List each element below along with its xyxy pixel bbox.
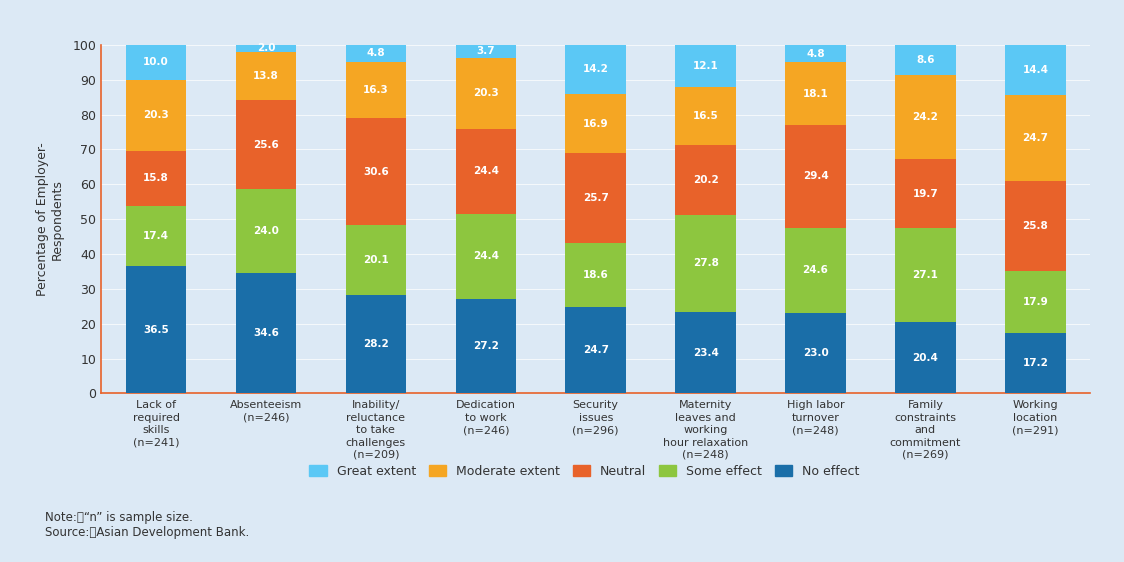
Bar xyxy=(1005,271,1066,333)
Text: 4.8: 4.8 xyxy=(806,49,825,58)
Text: 24.0: 24.0 xyxy=(253,226,279,236)
Bar xyxy=(126,80,187,151)
Text: 30.6: 30.6 xyxy=(363,167,389,177)
Text: 18.1: 18.1 xyxy=(803,89,828,98)
Bar xyxy=(786,313,845,393)
Bar xyxy=(676,45,736,87)
Text: 14.2: 14.2 xyxy=(582,65,609,74)
Bar xyxy=(895,228,955,323)
Text: 28.2: 28.2 xyxy=(363,339,389,349)
Bar xyxy=(895,45,955,75)
Text: 36.5: 36.5 xyxy=(143,325,169,335)
Text: 24.2: 24.2 xyxy=(913,112,939,122)
Text: 16.9: 16.9 xyxy=(583,119,608,129)
Text: 24.6: 24.6 xyxy=(803,265,828,275)
Bar xyxy=(126,266,187,393)
Bar xyxy=(455,214,516,298)
Bar xyxy=(455,45,516,58)
Bar xyxy=(565,94,626,153)
Bar xyxy=(786,46,845,62)
Bar xyxy=(346,295,406,393)
Text: 16.3: 16.3 xyxy=(363,85,389,95)
Text: 29.4: 29.4 xyxy=(803,171,828,182)
Bar xyxy=(455,58,516,129)
Text: 18.6: 18.6 xyxy=(583,270,608,280)
Bar xyxy=(676,87,736,144)
Legend: Great extent, Moderate extent, Neutral, Some effect, No effect: Great extent, Moderate extent, Neutral, … xyxy=(305,460,864,483)
Bar xyxy=(565,44,626,94)
Bar xyxy=(236,189,297,273)
Text: 8.6: 8.6 xyxy=(916,55,935,65)
Text: 20.4: 20.4 xyxy=(913,353,939,363)
Bar xyxy=(565,153,626,243)
Text: 20.2: 20.2 xyxy=(692,175,718,185)
Text: 19.7: 19.7 xyxy=(913,189,939,198)
Text: 10.0: 10.0 xyxy=(143,57,169,67)
Bar xyxy=(236,52,297,100)
Bar xyxy=(236,100,297,189)
Bar xyxy=(676,144,736,215)
Bar xyxy=(786,228,845,313)
Bar xyxy=(346,62,406,119)
Bar xyxy=(565,307,626,393)
Text: 13.8: 13.8 xyxy=(253,71,279,81)
Text: 17.2: 17.2 xyxy=(1023,359,1049,369)
Bar xyxy=(895,75,955,159)
Bar xyxy=(1005,95,1066,181)
Bar xyxy=(126,45,187,80)
Text: 24.7: 24.7 xyxy=(1023,133,1049,143)
Bar xyxy=(1005,45,1066,95)
Text: 27.1: 27.1 xyxy=(913,270,939,280)
Bar xyxy=(346,45,406,62)
Bar xyxy=(676,215,736,312)
Y-axis label: Percentage of Employer-
Respondents: Percentage of Employer- Respondents xyxy=(36,142,64,296)
Text: 20.3: 20.3 xyxy=(473,88,499,98)
Bar xyxy=(126,206,187,266)
Text: 3.7: 3.7 xyxy=(477,47,496,56)
Text: 27.8: 27.8 xyxy=(692,259,718,269)
Text: 14.4: 14.4 xyxy=(1023,65,1049,75)
Bar xyxy=(455,129,516,214)
Bar xyxy=(236,45,297,52)
Text: 12.1: 12.1 xyxy=(692,61,718,71)
Text: 24.4: 24.4 xyxy=(473,251,499,261)
Bar xyxy=(1005,181,1066,271)
Text: 23.0: 23.0 xyxy=(803,348,828,359)
Text: 17.4: 17.4 xyxy=(143,231,169,241)
Text: 25.6: 25.6 xyxy=(253,139,279,149)
Bar xyxy=(126,151,187,206)
Text: 34.6: 34.6 xyxy=(253,328,279,338)
Text: 23.4: 23.4 xyxy=(692,348,718,357)
Text: 20.1: 20.1 xyxy=(363,255,389,265)
Bar xyxy=(236,273,297,393)
Text: 17.9: 17.9 xyxy=(1023,297,1049,307)
Bar xyxy=(786,125,845,228)
Text: 24.7: 24.7 xyxy=(582,346,609,355)
Bar xyxy=(895,159,955,228)
Text: 24.4: 24.4 xyxy=(473,166,499,176)
Text: 2.0: 2.0 xyxy=(256,43,275,53)
Bar xyxy=(455,298,516,393)
Bar xyxy=(565,243,626,307)
Text: Note:	“n” is sample size.
Source:	Asian Development Bank.: Note: “n” is sample size. Source: Asian … xyxy=(45,511,250,540)
Bar xyxy=(895,323,955,393)
Bar xyxy=(676,312,736,393)
Text: 16.5: 16.5 xyxy=(692,111,718,121)
Bar xyxy=(346,225,406,295)
Text: 25.8: 25.8 xyxy=(1023,221,1049,231)
Bar xyxy=(786,62,845,125)
Bar xyxy=(1005,333,1066,393)
Bar xyxy=(346,119,406,225)
Text: 4.8: 4.8 xyxy=(366,48,386,58)
Text: 15.8: 15.8 xyxy=(143,173,169,183)
Text: 25.7: 25.7 xyxy=(582,193,609,203)
Text: 20.3: 20.3 xyxy=(143,110,169,120)
Text: 27.2: 27.2 xyxy=(473,341,499,351)
